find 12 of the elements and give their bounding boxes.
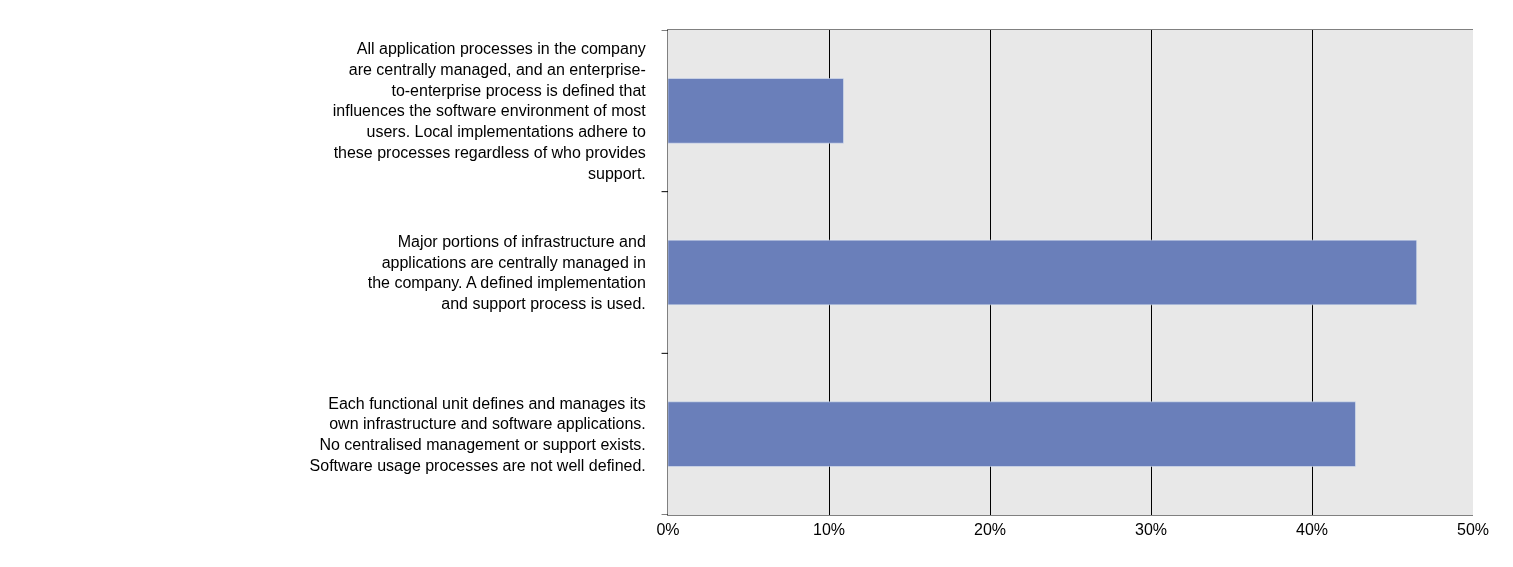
bar bbox=[668, 78, 844, 144]
x-tick-label: 0% bbox=[656, 521, 680, 539]
y-tick-label: Each functional unit defines and manages its own infrastructure and software applications. No centralised management or support exists. Software usage processes are not well defined. bbox=[309, 394, 646, 474]
x-tick-label: 10% bbox=[812, 521, 846, 539]
x-tick-label: 40% bbox=[1295, 521, 1329, 539]
y-tick-label: All application processes in the company are centrally managed, and an enterprise-to-enterprise process is defined that influences the software environment of most users. Local implementations adhere to these processes regardless of who provides support. bbox=[332, 40, 647, 182]
bar bbox=[668, 401, 1356, 467]
x-tick-label: 30% bbox=[1134, 521, 1168, 539]
y-tick-label: Major portions of infrastructure and applications are centrally managed in the company. A defined implementation and support process is used. bbox=[367, 232, 646, 313]
x-tick-label: 20% bbox=[973, 521, 1007, 539]
x-tick-label: 50% bbox=[1456, 521, 1490, 539]
bar bbox=[668, 239, 1417, 306]
